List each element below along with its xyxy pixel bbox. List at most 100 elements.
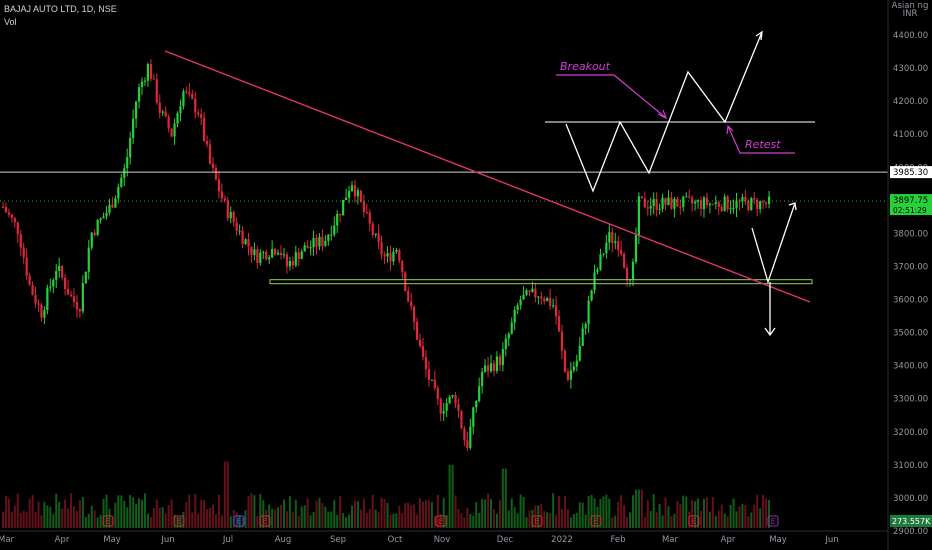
volume-bar <box>214 514 217 528</box>
candle-body <box>466 440 469 448</box>
chart-symbol-title: BAJAJ AUTO LTD, 1D, NSE <box>4 4 117 14</box>
candle-body <box>451 394 454 397</box>
x-tick-label: Mar <box>0 535 15 545</box>
candle-body <box>685 196 688 198</box>
candle-body <box>324 241 327 246</box>
candle-body <box>764 202 768 204</box>
volume-bar <box>501 468 504 528</box>
event-marker[interactable] <box>767 515 779 527</box>
volume-bar <box>99 514 102 528</box>
candle-body <box>652 199 655 206</box>
candle-body <box>31 284 34 295</box>
volume-bar <box>673 513 676 528</box>
volume-bar <box>614 515 617 528</box>
x-tick-label: Mar <box>662 535 679 545</box>
candle-body <box>457 403 460 411</box>
candle-body <box>336 213 339 226</box>
candle-body <box>513 309 516 323</box>
volume-bar <box>525 517 528 528</box>
volume-bar <box>419 498 422 528</box>
volume-bar <box>448 465 451 528</box>
candle-body <box>84 271 87 284</box>
candle-body <box>176 113 179 124</box>
volume-bar <box>81 497 84 528</box>
event-marker[interactable] <box>173 515 185 527</box>
candle-body <box>593 272 596 291</box>
volume-bar <box>374 509 377 528</box>
candle-body <box>572 366 575 371</box>
volume-bar <box>309 515 312 528</box>
event-marker[interactable] <box>435 515 447 527</box>
volume-bar <box>179 516 182 528</box>
volume-bar <box>185 502 188 528</box>
volume-bar <box>555 514 558 528</box>
event-marker[interactable] <box>233 515 245 527</box>
candle-body <box>702 197 706 210</box>
candle-body <box>383 254 386 257</box>
volume-bar <box>241 517 244 528</box>
candle-body <box>40 304 43 318</box>
volume-bar <box>620 495 623 528</box>
event-marker[interactable] <box>688 515 700 527</box>
volume-bar <box>135 503 138 528</box>
candle-body <box>362 201 365 213</box>
volume-bar <box>753 504 756 528</box>
volume-bar <box>427 500 430 528</box>
candle-body <box>132 118 135 139</box>
volume-bar <box>28 498 31 528</box>
volume-bar <box>96 517 99 528</box>
volume-bar <box>475 501 478 528</box>
volume-bar <box>664 497 667 528</box>
volume-bar <box>439 514 442 528</box>
volume-bar <box>682 495 685 528</box>
candle-body <box>238 230 241 232</box>
candle-body <box>664 197 667 205</box>
volume-bar <box>410 505 413 528</box>
candle-body <box>173 123 176 137</box>
volume-bar <box>643 517 646 528</box>
x-tick-label: Oct <box>388 535 403 545</box>
volume-bar <box>13 505 16 528</box>
candle-body <box>380 242 383 255</box>
candle-body <box>203 117 206 142</box>
volume-bar <box>646 500 649 528</box>
volume-bar <box>637 489 640 528</box>
candle-body <box>546 298 549 302</box>
volume-bar <box>599 499 602 528</box>
retest-arrow-head <box>726 124 734 135</box>
candle-body <box>608 232 611 243</box>
candle-body <box>315 237 318 247</box>
volume-bar <box>235 512 238 528</box>
y-tick-label: 4300.00 <box>893 64 928 74</box>
candle-body <box>46 287 49 311</box>
candle-body <box>427 369 431 381</box>
candle-body <box>226 200 229 219</box>
event-marker[interactable] <box>102 515 114 527</box>
event-marker[interactable] <box>259 515 271 527</box>
volume-bar <box>262 500 265 528</box>
volume-bar <box>572 513 575 528</box>
candle-body <box>58 265 61 272</box>
volume-bar <box>117 495 120 528</box>
event-marker[interactable] <box>590 515 602 527</box>
candle-body <box>501 349 504 366</box>
volume-bar <box>631 495 634 528</box>
candle-body <box>217 179 221 192</box>
countdown-label: 02:51:29 <box>893 206 927 215</box>
candle-body <box>28 275 31 285</box>
candle-body <box>253 249 256 255</box>
volume-bar <box>348 514 351 528</box>
y-tick-label: 3300.00 <box>893 395 928 405</box>
candle-body <box>102 216 105 219</box>
candle-body <box>191 93 194 99</box>
volume-bar <box>711 497 714 528</box>
candle-body <box>232 211 235 223</box>
candle-body <box>578 345 581 361</box>
volume-bar <box>691 500 694 528</box>
candle-body <box>356 190 360 197</box>
event-marker[interactable] <box>531 515 543 527</box>
volume-bar <box>211 504 214 528</box>
x-tick-label: Dec <box>497 535 514 545</box>
volume-bar <box>392 513 395 528</box>
